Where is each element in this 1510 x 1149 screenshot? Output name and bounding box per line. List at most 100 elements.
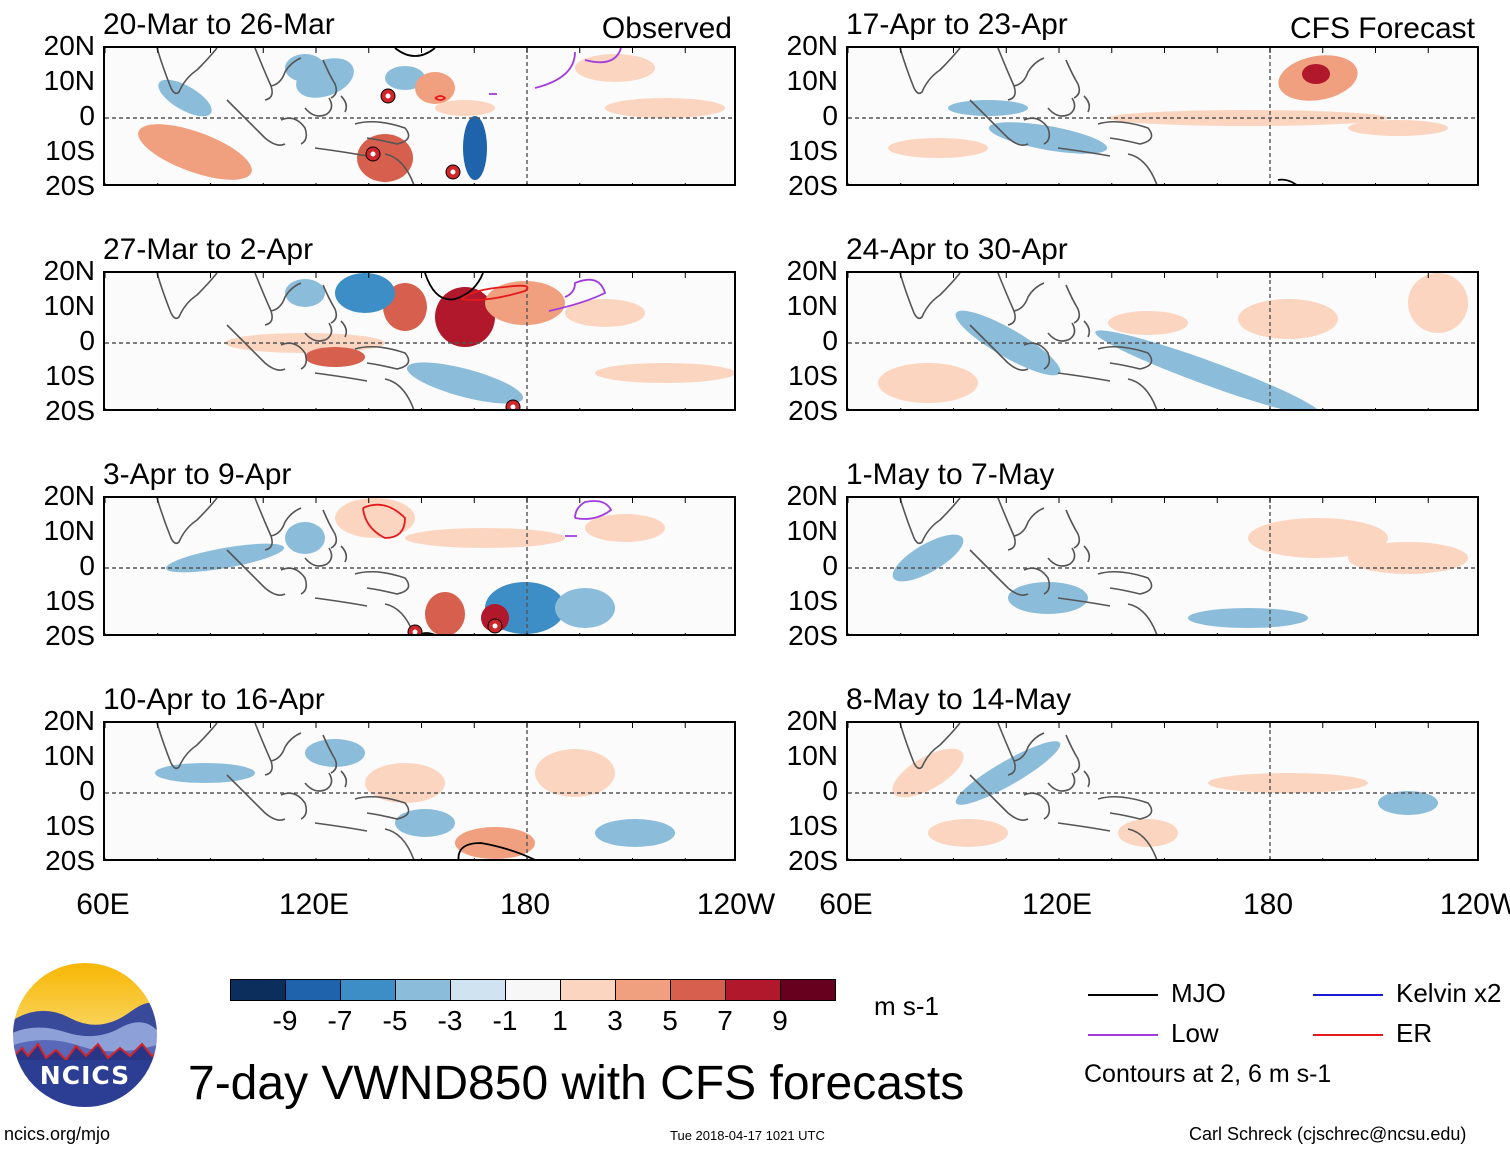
colorbar-tick-label: -3 [437,1005,463,1036]
map-svg [848,48,1477,184]
contour-line [548,278,607,312]
legend-label: Low [1171,1018,1219,1048]
anomaly-blob [955,741,1061,805]
legend-line [1088,994,1158,996]
lat-tick-label: 20S [45,845,95,876]
lat-tick-label: 0 [79,775,95,806]
anomaly-blob [1208,773,1368,793]
legend-line [1313,994,1383,996]
anomaly-blob [565,299,645,327]
colorbar-tick-label: -7 [327,1005,353,1036]
lon-tick-label: 180 [499,888,551,921]
map-svg [105,48,734,184]
footer-author[interactable]: Carl Schreck (cjschrec@ncsu.edu) [1189,1124,1467,1144]
anomaly-blob [435,287,495,347]
contour-line [434,95,447,101]
anomaly-blob [335,498,415,538]
panel-title: 27-Mar to 2-Apr [103,233,314,266]
coastline [899,48,1158,184]
legend-label: Kelvin x2 [1396,978,1502,1008]
map-svg [848,273,1477,409]
legend-label: ER [1396,1018,1433,1048]
contour-line [460,284,529,301]
lon-tick-label: 120E [1021,888,1093,921]
colorbar-segment [725,979,781,1001]
anomaly-blob [585,514,665,542]
anomaly-blob [888,138,988,158]
coastline [899,723,1158,859]
cyclone-icon [407,624,423,634]
contour-line [418,632,436,634]
colorbar-segment [560,979,616,1001]
lat-tick-label: 20N [43,30,95,61]
anomaly-blob [285,279,325,307]
map-svg [105,723,734,859]
map-panel [103,496,736,636]
cyclone-icon [487,618,503,634]
colorbar-segment [615,979,671,1001]
colorbar-segment [285,979,341,1001]
lat-tick-label: 20N [786,30,838,61]
cyclone-icon [505,399,521,409]
lat-tick-label: 20N [43,255,95,286]
anomaly-blob [1118,819,1178,847]
contour-note: Contours at 2, 6 m s-1 [1084,1060,1332,1088]
lat-tick-label: 10N [43,65,95,96]
map-panel [103,721,736,861]
anomaly-blob [406,362,524,404]
anomaly-blob [155,763,255,783]
colorbar-segment [505,979,561,1001]
colorbar-tick-label: -9 [272,1005,298,1036]
anomaly-blob [535,749,615,797]
lat-tick-label: 0 [822,100,838,131]
lat-tick-label: 0 [822,775,838,806]
observed-label: Observed [601,12,732,45]
lat-tick-label: 20S [788,845,838,876]
contour-line [1277,178,1297,184]
lat-tick-label: 20N [786,480,838,511]
anomaly-blob [485,281,565,325]
contour-line [534,48,622,89]
lat-tick-label: 10N [786,290,838,321]
lat-tick-label: 20S [788,620,838,651]
ncics-logo: NCICS [10,960,160,1110]
lat-tick-label: 20N [43,705,95,736]
lon-tick-label: 60E [819,888,873,921]
lon-tick-label: 120W [1439,888,1510,921]
map-panel [846,271,1479,411]
anomaly-blob [305,347,365,367]
legend-line [1313,1034,1383,1036]
lat-tick-label: 10S [45,135,95,166]
contour-line [394,48,436,57]
colorbar-segment [780,979,836,1001]
lat-tick-label: 20S [788,395,838,426]
colorbar-segment [395,979,451,1001]
anomaly-blob [988,122,1108,154]
anomaly-blob [1408,273,1468,333]
anomaly-blob [928,819,1008,847]
lat-tick-label: 10S [788,585,838,616]
colorbar-tick-label: -1 [492,1005,518,1036]
lat-tick-label: 0 [79,550,95,581]
lat-tick-label: 10N [786,515,838,546]
lat-tick-label: 0 [79,325,95,356]
footer-url[interactable]: ncics.org/mjo [4,1124,111,1144]
contour-line [362,503,406,539]
lat-tick-label: 10S [45,360,95,391]
anomaly-blob [335,273,395,313]
lat-tick-label: 20S [45,620,95,651]
cyclone-icon [365,146,381,162]
logo-text: NCICS [40,1061,130,1090]
map-panel [103,46,736,186]
colorbar-units: m s-1 [874,991,939,1021]
colorbar-tick-label: -5 [382,1005,408,1036]
anomaly-blob [575,54,655,82]
map-svg [848,498,1477,634]
map-panel [103,271,736,411]
map-svg [848,723,1477,859]
chart-title: 7-day VWND850 with CFS forecasts [188,1057,965,1110]
lat-tick-label: 10S [45,810,95,841]
map-panel [846,721,1479,861]
map-svg [105,498,734,634]
panel-title: 24-Apr to 30-Apr [846,233,1068,266]
